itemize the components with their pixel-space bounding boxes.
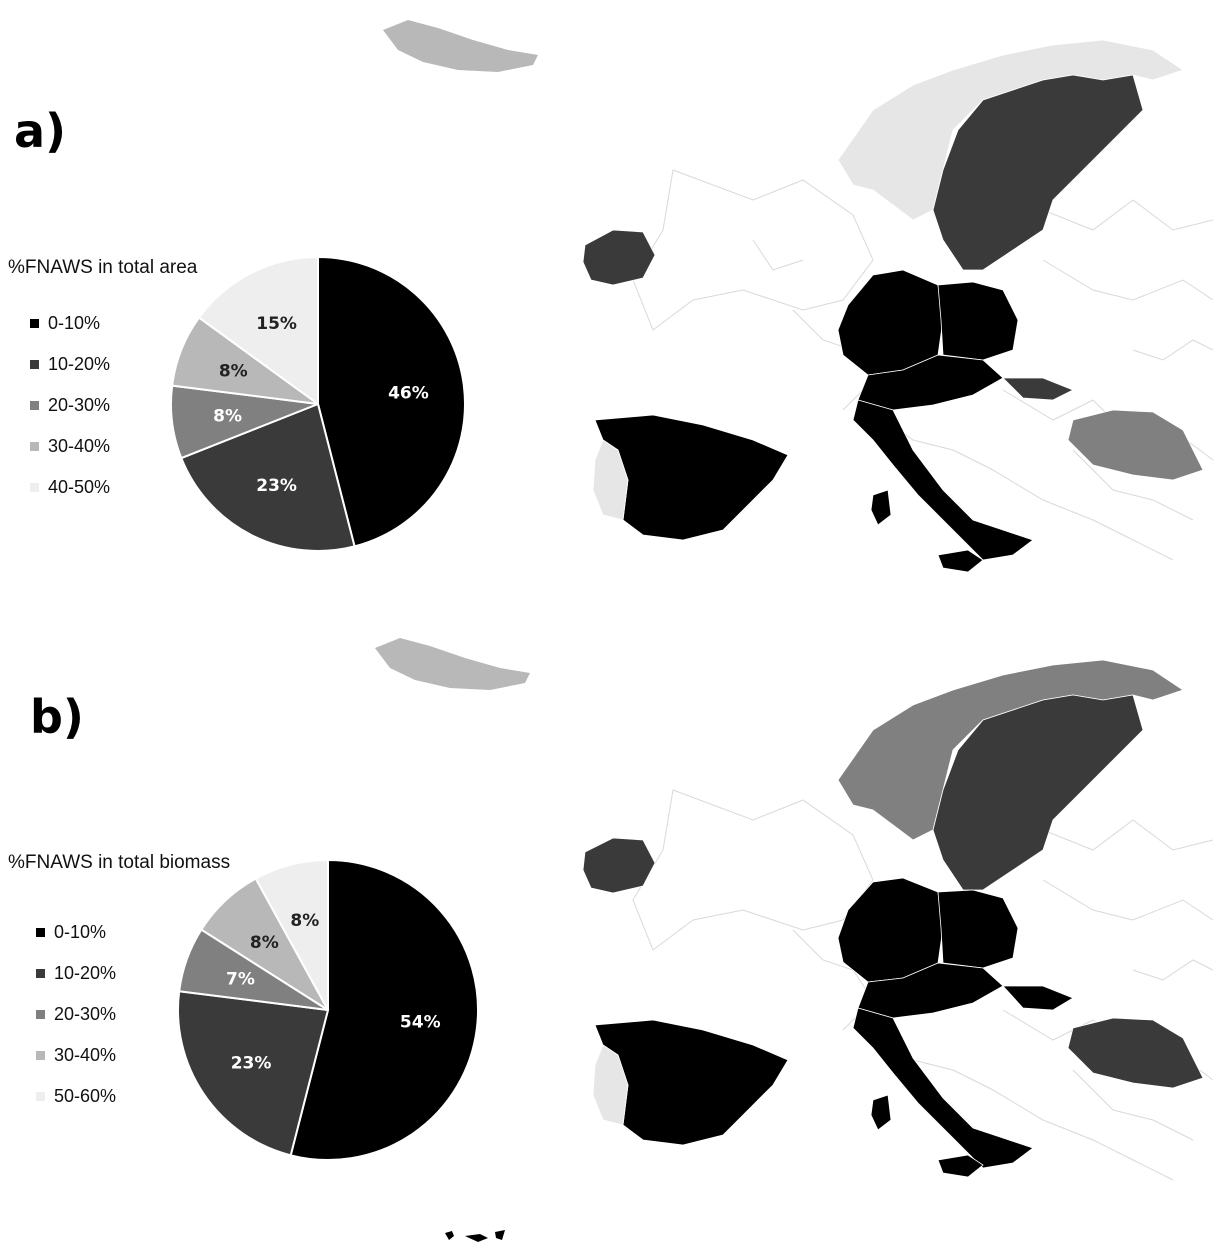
map-region-sicily — [937, 549, 984, 573]
legend-label: 50-60% — [54, 1086, 117, 1106]
map-region-iceland — [383, 20, 538, 72]
pie-slice — [317, 255, 466, 548]
map-region-portugal — [592, 1044, 629, 1126]
map-region-romania — [1067, 1017, 1204, 1089]
legend-item: 20-30% — [36, 994, 116, 1035]
pie-slice — [289, 858, 479, 1161]
map-region-italy — [852, 1007, 1034, 1169]
legend-title: %FNAWS in total biomass — [8, 852, 231, 873]
map-region-slovakia — [1002, 377, 1074, 401]
legend-label: 30-40% — [48, 436, 111, 456]
legend-item: 40-50% — [30, 467, 110, 508]
legend-swatch — [36, 1051, 45, 1060]
legend-label: 10-20% — [48, 354, 111, 374]
map-region-ireland — [582, 229, 656, 286]
legend-swatch — [30, 483, 39, 492]
map-region-poland — [937, 281, 1019, 361]
pie-chart: 46% 23% 8% 8% 15% — [170, 255, 466, 552]
legend: 0-10% 10-20% 20-30% 30-40% 50-60% — [36, 912, 116, 1117]
legend-title: %FNAWS in total area — [8, 257, 198, 278]
pie-data-label: 8% — [250, 933, 279, 953]
map-region-romania — [1067, 409, 1204, 481]
map-region-germany — [837, 877, 944, 983]
pie-slice — [180, 402, 356, 552]
legend-swatch — [36, 969, 45, 978]
panel-a: a) %FNAWS in total area 0-10% 10-20% 20-… — [0, 0, 1213, 620]
pie-chart: 54% 23% 7% 8% 8% — [177, 858, 479, 1161]
panel-label: b) — [30, 690, 84, 744]
map-region-sardinia — [870, 1094, 892, 1131]
map-region-ireland — [582, 837, 656, 894]
legend-label: 20-30% — [48, 395, 111, 415]
map-region-poland — [937, 889, 1019, 969]
legend-label: 0-10% — [48, 313, 101, 333]
pie-data-label: 23% — [256, 476, 297, 496]
legend-label: 10-20% — [54, 963, 117, 983]
island-fragment — [445, 1230, 505, 1242]
legend-item: 10-20% — [30, 344, 110, 385]
map-countries — [582, 659, 1204, 1178]
pie-slice — [254, 858, 329, 1011]
pie-data-label: 54% — [400, 1013, 441, 1033]
map-region-sicily — [937, 1154, 984, 1178]
legend-swatch — [36, 1092, 45, 1101]
map-region-portugal — [592, 439, 629, 521]
pie-data-label: 46% — [388, 384, 429, 404]
pie-data-label: 8% — [213, 406, 242, 426]
pie-slice — [197, 255, 319, 406]
legend-item: 30-40% — [36, 1035, 116, 1076]
legend-label: 40-50% — [48, 477, 111, 497]
panel-label: a) — [14, 104, 67, 158]
iceland-map — [383, 20, 538, 72]
legend-swatch — [30, 319, 39, 328]
map-region-italy — [852, 399, 1034, 561]
map-region-slovakia — [1002, 985, 1074, 1011]
legend-swatch — [30, 442, 39, 451]
pie-data-label: 8% — [219, 361, 248, 381]
legend-swatch — [30, 401, 39, 410]
map-countries — [582, 39, 1204, 573]
pie-data-label: 23% — [231, 1053, 272, 1073]
map-region-sweden — [932, 694, 1144, 891]
legend-swatch — [36, 1010, 45, 1019]
legend: 0-10% 10-20% 20-30% 30-40% 40-50% — [30, 303, 110, 508]
iceland-map — [375, 638, 530, 690]
europe-map — [582, 659, 1213, 1181]
pie-data-label: 15% — [256, 314, 297, 334]
panel-b: b) %FNAWS in total biomass 0-10% 10-20% … — [0, 620, 1213, 1240]
legend-swatch — [36, 928, 45, 937]
legend-item: 50-60% — [36, 1076, 116, 1117]
europe-map — [582, 39, 1213, 573]
legend-item: 20-30% — [30, 385, 110, 426]
map-region-iceland — [375, 638, 530, 690]
legend-item: 10-20% — [36, 953, 116, 994]
legend-item: 0-10% — [30, 303, 110, 344]
pie-data-label: 8% — [290, 911, 319, 931]
map-region-sardinia — [870, 489, 892, 526]
pie-slice — [177, 990, 330, 1157]
legend-label: 20-30% — [54, 1004, 117, 1024]
legend-label: 0-10% — [54, 922, 107, 942]
legend-label: 30-40% — [54, 1045, 117, 1065]
legend-item: 0-10% — [36, 912, 116, 953]
map-region-sweden — [932, 74, 1144, 271]
legend-swatch — [30, 360, 39, 369]
legend-item: 30-40% — [30, 426, 110, 467]
pie-data-label: 7% — [226, 969, 255, 989]
